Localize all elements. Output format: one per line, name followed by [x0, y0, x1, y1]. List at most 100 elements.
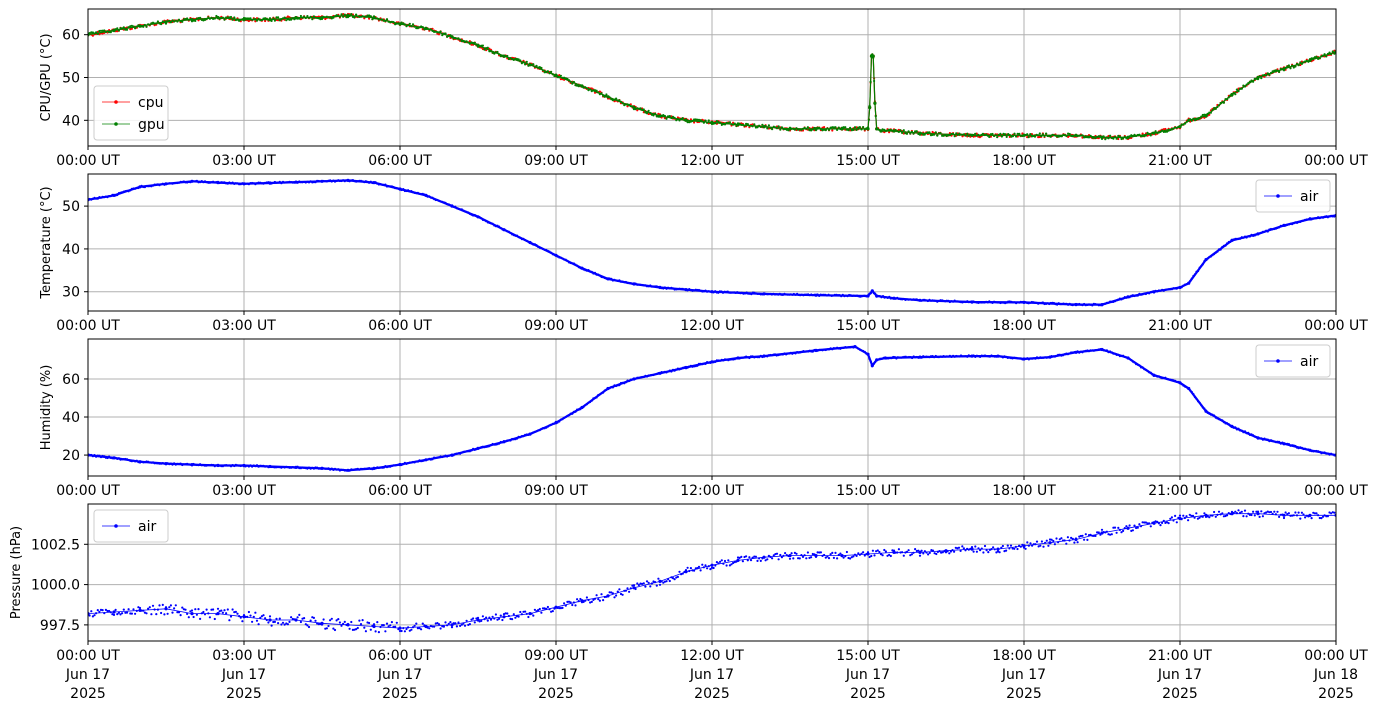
- x-tick-label: 06:00 UT: [368, 648, 432, 664]
- x-tick-label: 00:00 UT: [1304, 483, 1368, 499]
- x-tick-label: 18:00 UT: [992, 483, 1056, 499]
- x-tick-label: 09:00 UT: [524, 153, 588, 169]
- x-year-label: 2025: [694, 686, 730, 702]
- legend-label: air: [1300, 354, 1318, 370]
- x-tick-label: 03:00 UT: [212, 153, 276, 169]
- x-tick-label: 06:00 UT: [368, 483, 432, 499]
- legend: air: [1255, 179, 1331, 213]
- series-area: [88, 345, 1336, 472]
- y-axis-label: Humidity (%): [39, 365, 54, 451]
- y-tick-label: 1000.0: [31, 578, 80, 594]
- y-tick-label: 40: [62, 113, 80, 129]
- x-year-label: 2025: [1162, 686, 1198, 702]
- legend-marker: [114, 100, 118, 104]
- x-tick-label: 21:00 UT: [1148, 153, 1212, 169]
- x-tick-label: 06:00 UT: [368, 153, 432, 169]
- data-point: [190, 612, 194, 616]
- data-point: [868, 105, 872, 110]
- series-markers-air: [88, 179, 1336, 307]
- x-tick-label: 12:00 UT: [680, 153, 744, 169]
- data-point: [502, 615, 506, 619]
- y-tick-label: 20: [62, 448, 80, 464]
- y-tick-label: 997.5: [40, 618, 80, 634]
- series-area: [88, 509, 1336, 634]
- y-tick-label: 60: [62, 372, 80, 388]
- x-tick-label: 00:00 UT: [56, 153, 120, 169]
- panel-3: 20 40 60 00:00 UT 03:00 UT 06:00 UT 09:00 UT 12…: [39, 338, 1368, 499]
- legend-marker: [1276, 359, 1280, 363]
- x-tick-label: 18:00 UT: [992, 648, 1056, 664]
- x-year-label: 2025: [1006, 686, 1042, 702]
- x-tick-label: 15:00 UT: [836, 483, 900, 499]
- plot-frame: [87, 173, 1337, 312]
- x-year-label: 2025: [850, 686, 886, 702]
- data-point: [996, 547, 1000, 551]
- series-markers-air: [88, 509, 1336, 634]
- panel-4: 997.5 1000.0 1002.5 00:00 UT Jun 17 2025 03:00…: [9, 503, 1368, 702]
- x-date-label: Jun 17: [65, 667, 110, 683]
- x-year-label: 2025: [226, 686, 262, 702]
- x-date-label: Jun 17: [689, 667, 734, 683]
- x-tick-label: 00:00 UT: [1304, 318, 1368, 334]
- y-tick-label: 50: [62, 199, 80, 215]
- data-point: [1048, 541, 1052, 545]
- x-tick-label: 21:00 UT: [1148, 648, 1212, 664]
- legend: air: [1255, 344, 1331, 378]
- x-tick-label: 03:00 UT: [212, 648, 276, 664]
- data-point: [1256, 512, 1260, 516]
- x-tick-label: 09:00 UT: [524, 318, 588, 334]
- x-tick-label: 12:00 UT: [680, 318, 744, 334]
- y-axis-label: Pressure (hPa): [9, 526, 24, 619]
- legend-box: [1255, 179, 1331, 213]
- x-date-label: Jun 17: [377, 667, 422, 683]
- data-point: [918, 550, 922, 555]
- x-year-label: 2025: [1318, 686, 1354, 702]
- legend-label: air: [1300, 189, 1318, 205]
- x-tick-label: 09:00 UT: [524, 483, 588, 499]
- series-area: [88, 12, 1336, 141]
- x-tick-label: 18:00 UT: [992, 153, 1056, 169]
- y-axis-label: Temperature (°C): [39, 186, 54, 299]
- series-markers-gpu: [88, 13, 1336, 141]
- data-point: [710, 563, 714, 567]
- x-tick-label: 15:00 UT: [836, 153, 900, 169]
- x-tick-label: 18:00 UT: [992, 318, 1056, 334]
- x-tick-label: 15:00 UT: [836, 318, 900, 334]
- data-point: [164, 607, 168, 611]
- y-tick-label: 40: [62, 410, 80, 426]
- series-area: [88, 178, 1336, 307]
- x-date-label: Jun 17: [221, 667, 266, 683]
- x-date-label: Jun 17: [1157, 667, 1202, 683]
- x-tick-label: 03:00 UT: [212, 318, 276, 334]
- x-date-label: Jun 17: [533, 667, 578, 683]
- x-tick-label: 00:00 UT: [1304, 648, 1368, 664]
- data-point: [112, 610, 116, 614]
- y-tick-label: 30: [62, 285, 80, 301]
- x-tick-label: 00:00 UT: [56, 648, 120, 664]
- plot-frame: [87, 8, 1337, 147]
- x-tick-label: 12:00 UT: [680, 483, 744, 499]
- x-tick-label: 21:00 UT: [1148, 318, 1212, 334]
- y-tick-label: 40: [62, 242, 80, 258]
- legend: cpu gpu: [93, 85, 169, 141]
- x-tick-label: 15:00 UT: [836, 648, 900, 664]
- x-date-label: Jun 17: [1001, 667, 1046, 683]
- x-year-label: 2025: [382, 686, 418, 702]
- legend-label: gpu: [138, 117, 165, 133]
- legend-label: air: [138, 519, 156, 535]
- legend-marker: [114, 122, 118, 126]
- x-year-label: 2025: [70, 686, 106, 702]
- x-tick-label: 00:00 UT: [56, 483, 120, 499]
- series-markers-cpu: [88, 12, 1336, 141]
- x-tick-label: 09:00 UT: [524, 648, 588, 664]
- x-tick-label: 00:00 UT: [56, 318, 120, 334]
- plot-frame: [87, 338, 1337, 477]
- x-date-label: Jun 18: [1313, 667, 1358, 683]
- series-markers-air: [88, 345, 1336, 472]
- x-tick-label: 06:00 UT: [368, 318, 432, 334]
- legend-marker: [1276, 194, 1280, 198]
- plot-frame: [87, 503, 1337, 642]
- x-date-label: Jun 17: [845, 667, 890, 683]
- data-point: [450, 623, 454, 627]
